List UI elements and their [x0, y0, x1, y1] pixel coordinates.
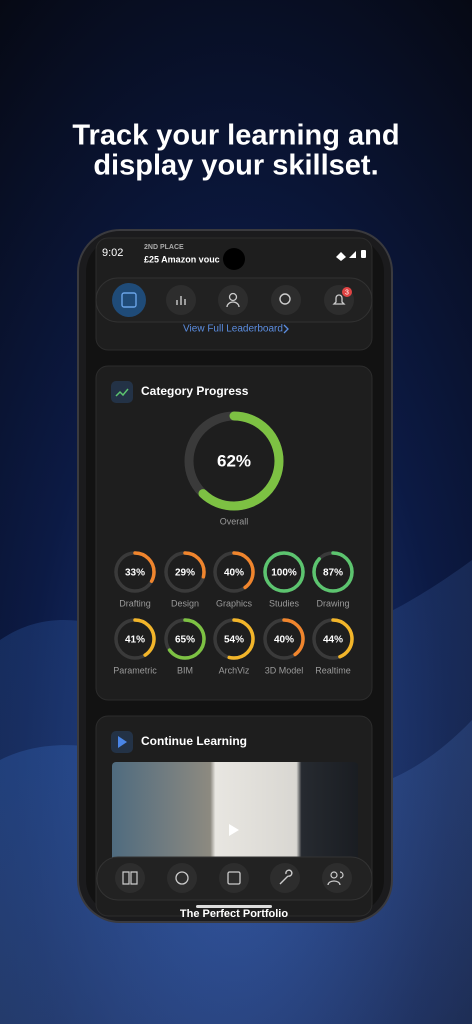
category-card: [95, 365, 373, 701]
ring-value: 40%: [224, 568, 244, 579]
signal-icon: [349, 251, 356, 258]
course-title: The Perfect Portfolio: [180, 908, 288, 920]
headline: display your skillset.: [93, 150, 378, 182]
icon: [118, 736, 127, 748]
headline: Track your learning and: [72, 120, 399, 152]
card-title: Continue Learning: [141, 734, 247, 748]
ring-label: Drafting: [119, 598, 151, 608]
icon: [175, 871, 189, 885]
ring-value: 87%: [323, 568, 343, 579]
nav-community[interactable]: [322, 863, 352, 893]
icon: [226, 301, 240, 308]
card-icon: [111, 381, 133, 403]
chevron: [283, 324, 289, 334]
ring-progress: [164, 618, 206, 660]
icon: [122, 871, 138, 885]
ring-value: 54%: [224, 635, 244, 646]
ring-label: Studies: [269, 598, 300, 608]
play-icon: [229, 824, 239, 836]
ring-progress: [213, 618, 255, 660]
icon: [279, 293, 291, 305]
ring-label: Overall: [220, 516, 249, 526]
icon: [327, 871, 344, 886]
ring-label: ArchViz: [219, 665, 250, 675]
ring-label: BIM: [177, 665, 193, 675]
notification-kicker: 2ND PLACE: [144, 244, 184, 251]
ring-label: Drawing: [316, 598, 349, 608]
nav-search[interactable]: [271, 285, 301, 315]
badge-count: 3: [345, 289, 349, 296]
ring-label: Graphics: [216, 598, 253, 608]
badge: [342, 287, 352, 297]
ring-value: 29%: [175, 568, 195, 579]
wifi-icon: [336, 252, 346, 261]
ring-value: 33%: [125, 568, 145, 579]
icon: [228, 292, 238, 302]
camera: [223, 248, 245, 270]
home-indicator: [196, 905, 272, 908]
ring-progress: [312, 551, 354, 593]
ring-value: 100%: [271, 568, 297, 579]
nav-dashboard[interactable]: [112, 283, 146, 317]
ring-value: 65%: [175, 635, 195, 646]
ring-progress: [114, 618, 156, 660]
ring-label: Realtime: [315, 665, 351, 675]
nav-chat[interactable]: [167, 863, 197, 893]
icon: [279, 869, 293, 885]
icon: [332, 294, 346, 305]
status-time: 9:02: [102, 247, 123, 259]
icon: [115, 388, 129, 397]
ring-progress: [164, 551, 206, 593]
notification-text: £25 Amazon vouc: [144, 254, 220, 264]
leaderboard-link[interactable]: View Full Leaderboard: [183, 324, 283, 335]
card-title: Category Progress: [141, 384, 249, 398]
nav-tools[interactable]: [270, 863, 300, 893]
ring-progress: [263, 618, 305, 660]
ring-progress: [184, 411, 284, 511]
ring-progress: [114, 551, 156, 593]
ring-value: 41%: [125, 635, 145, 646]
ring-label: Parametric: [113, 665, 157, 675]
ring-label: Design: [171, 598, 199, 608]
ring-progress: [312, 618, 354, 660]
ring-value: 44%: [323, 635, 343, 646]
icon: [330, 871, 338, 879]
nav-gallery[interactable]: [219, 863, 249, 893]
ring-label: 3D Model: [265, 665, 304, 675]
ring-progress: [263, 551, 305, 593]
ring-value: 40%: [274, 635, 294, 646]
ring-progress: [213, 551, 255, 593]
nav-courses[interactable]: [115, 863, 145, 893]
icon: [176, 296, 186, 305]
video-thumbnail[interactable]: [112, 762, 358, 862]
icon: [121, 292, 137, 308]
ring-value: 62%: [217, 451, 251, 470]
battery-icon: [361, 250, 366, 258]
icon: [227, 871, 241, 885]
